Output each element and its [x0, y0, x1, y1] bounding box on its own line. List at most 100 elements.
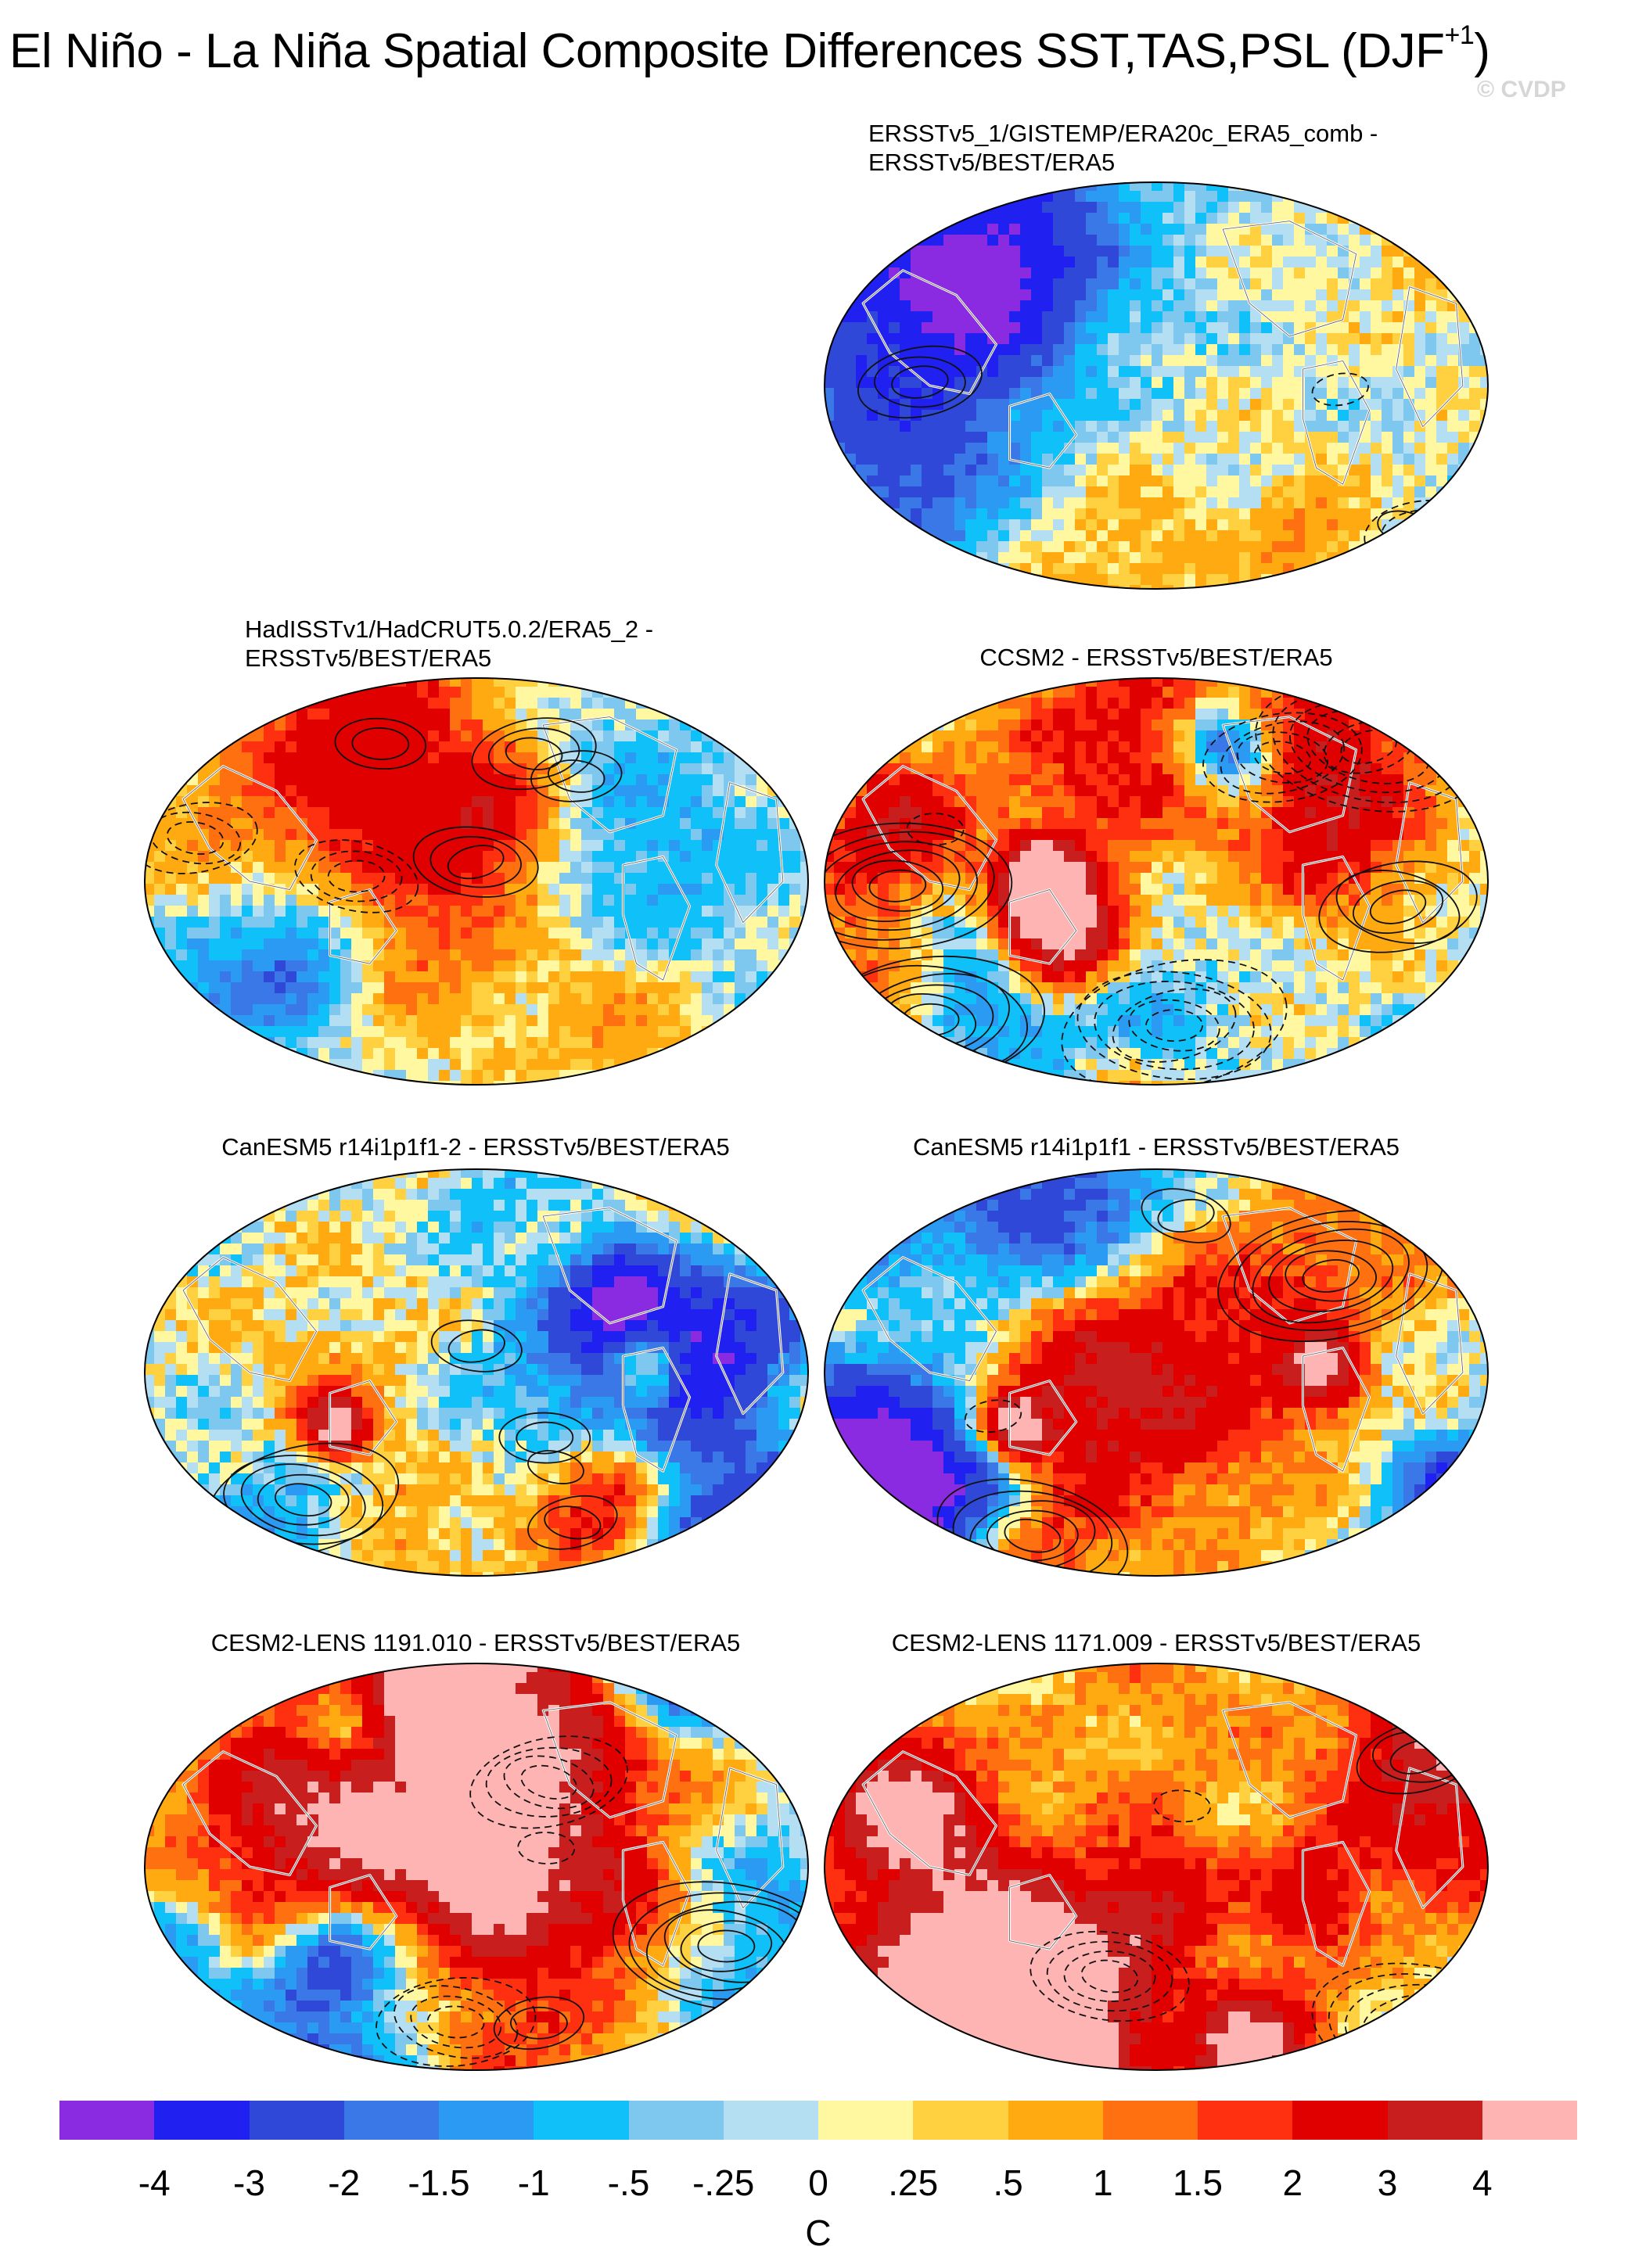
field-cell: [954, 333, 966, 345]
field-cell: [911, 486, 922, 498]
field-cell: [1097, 410, 1109, 422]
field-cell: [1458, 443, 1470, 454]
field-cell: [1020, 366, 1032, 378]
field-cell: [1042, 224, 1054, 235]
field-cell: [834, 224, 846, 235]
field-cell: [450, 730, 462, 742]
field-cell: [767, 698, 779, 709]
field-cell: [1382, 678, 1393, 687]
field-cell: [253, 993, 264, 1005]
field-cell: [570, 709, 582, 720]
field-cell: [789, 840, 801, 852]
field-cell: [581, 906, 593, 917]
field-cell: [198, 971, 210, 983]
field-cell: [614, 840, 626, 852]
field-cell: [384, 741, 396, 753]
field-cell: [1382, 213, 1393, 224]
field-cell: [406, 993, 418, 1005]
field-cell: [932, 257, 944, 268]
field-cell: [198, 1048, 210, 1060]
field-cell: [735, 884, 746, 895]
field-cell: [603, 763, 615, 775]
field-cell: [439, 1048, 451, 1060]
field-cell: [1283, 678, 1295, 687]
field-cell: [647, 873, 659, 885]
field-cell: [329, 884, 341, 895]
field-cell: [1184, 366, 1196, 378]
field-cell: [954, 454, 966, 465]
field-cell: [351, 1026, 363, 1038]
field-cell: [1305, 300, 1317, 312]
field-cell: [680, 678, 692, 687]
field-cell: [1382, 300, 1393, 312]
field-cell: [922, 257, 933, 268]
field-cell: [756, 1026, 768, 1038]
field-cell: [1371, 344, 1382, 356]
field-cell: [1272, 432, 1284, 443]
field-cell: [1152, 698, 1163, 709]
field-cell: [965, 497, 977, 509]
field-cell: [625, 960, 637, 972]
panel-title-3: CCSM2 - ERSSTv5/BEST/ERA5: [979, 643, 1332, 672]
field-cell: [724, 928, 735, 939]
field-cell: [1130, 519, 1141, 531]
field-cell: [1064, 366, 1076, 378]
field-cell: [373, 785, 385, 797]
field-cell: [362, 851, 374, 863]
field-cell: [1130, 475, 1141, 487]
field-cell: [911, 311, 922, 323]
field-cell: [253, 982, 264, 994]
field-cell: [856, 552, 868, 564]
field-cell: [878, 508, 889, 520]
field-cell: [264, 763, 275, 775]
field-cell: [1141, 224, 1152, 235]
field-cell: [1382, 519, 1393, 531]
field-cell: [746, 840, 757, 852]
field-cell: [636, 741, 648, 753]
field-cell: [1020, 541, 1032, 553]
field-cell: [286, 741, 297, 753]
field-cell: [296, 938, 308, 950]
field-cell: [1184, 333, 1196, 345]
field-cell: [581, 1059, 593, 1071]
field-cell: [976, 213, 988, 224]
field-cell: [713, 752, 724, 764]
field-cell: [1173, 563, 1185, 575]
field-cell: [911, 355, 922, 367]
field-cell: [516, 960, 527, 972]
field-cell: [845, 687, 857, 698]
field-cell: [1272, 246, 1284, 257]
field-cell: [275, 1059, 286, 1071]
field-cell: [911, 454, 922, 465]
field-cell: [965, 421, 977, 432]
field-cell: [680, 774, 692, 786]
field-cell: [1075, 720, 1087, 731]
field-cell: [1042, 432, 1054, 443]
field-cell: [636, 785, 648, 797]
field-cell: [1228, 410, 1240, 422]
field-cell: [976, 497, 988, 509]
field-cell: [581, 862, 593, 874]
field-cell: [680, 752, 692, 764]
field-cell: [1458, 246, 1470, 257]
field-cell: [1316, 454, 1328, 465]
field-cell: [1239, 257, 1251, 268]
field-cell: [658, 720, 670, 731]
field-cell: [1152, 687, 1163, 698]
field-cell: [406, 971, 418, 983]
field-cell: [614, 960, 626, 972]
field-cell: [1152, 267, 1163, 279]
field-cell: [242, 752, 253, 764]
field-cell: [669, 928, 681, 939]
field-cell: [1064, 289, 1076, 301]
field-cell: [636, 1070, 648, 1082]
field-cell: [1261, 552, 1273, 564]
field-cell: [296, 840, 308, 852]
field-cell: [1458, 322, 1470, 334]
field-cell: [406, 818, 418, 830]
map-border: [144, 677, 809, 1086]
field-cell: [889, 709, 900, 720]
field-cell: [231, 1048, 243, 1060]
field-cell: [735, 730, 746, 742]
field-cell: [1414, 585, 1426, 589]
